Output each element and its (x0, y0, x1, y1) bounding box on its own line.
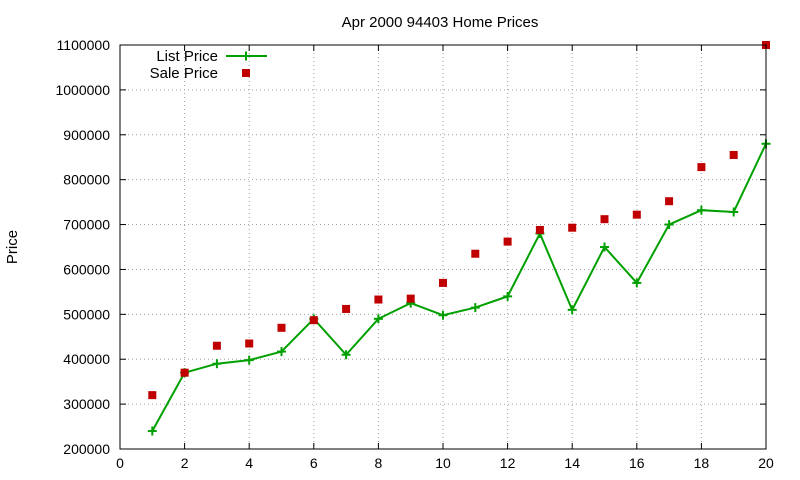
x-tick-label: 20 (758, 455, 774, 471)
x-tick-label: 8 (375, 455, 383, 471)
sale-price-point (180, 368, 189, 377)
axis-ticks: 0 2 4 6 8 10 12 14 16 18 20 200000 300000 400000 50000… (55, 37, 774, 471)
list-price-point (212, 359, 222, 369)
sale-price-point (309, 316, 318, 325)
sale-price-point (568, 223, 577, 232)
sale-price-point (697, 163, 706, 172)
sale-price-point (342, 304, 351, 313)
list-price-point (664, 220, 674, 230)
y-tick-label: 600000 (63, 261, 110, 277)
legend-marker (242, 69, 250, 77)
sale-price-point (212, 341, 221, 350)
x-tick-label: 16 (629, 455, 645, 471)
sale-price-point (374, 295, 383, 304)
sale-price-point (729, 150, 738, 159)
plot-area (147, 41, 771, 436)
x-tick-label: 12 (500, 455, 516, 471)
list-price-point (503, 291, 513, 301)
sale-price-point (406, 294, 415, 303)
x-tick-label: 14 (564, 455, 580, 471)
sale-price-point (632, 210, 641, 219)
x-tick-label: 18 (694, 455, 710, 471)
x-tick-label: 2 (181, 455, 189, 471)
sale-price-point (600, 215, 609, 224)
series-list-price (147, 139, 771, 436)
list-price-point (147, 426, 157, 436)
sale-price-point (471, 249, 480, 258)
list-price-point (632, 278, 642, 288)
sale-price-point (245, 339, 254, 348)
legend-marker (241, 51, 251, 61)
y-tick-label: 1000000 (55, 82, 110, 98)
grid (120, 45, 766, 449)
y-tick-label: 400000 (63, 351, 110, 367)
legend-label: List Price (156, 48, 218, 65)
legend-label: Sale Price (150, 65, 218, 82)
chart-title: Apr 2000 94403 Home Prices (342, 14, 539, 31)
list-price-point (341, 350, 351, 360)
y-tick-label: 700000 (63, 217, 110, 233)
list-price-point (600, 242, 609, 252)
sale-price-point (439, 278, 447, 287)
list-price-line (151, 143, 767, 432)
list-price-point (567, 305, 577, 315)
x-tick-label: 0 (116, 455, 124, 471)
y-tick-label: 300000 (63, 396, 110, 412)
y-axis-label: Price (4, 230, 21, 264)
sale-price-point (503, 237, 512, 246)
list-price-point (277, 347, 286, 357)
list-price-point (696, 205, 706, 215)
y-tick-label: 200000 (63, 441, 110, 457)
y-tick-label: 1100000 (57, 37, 111, 53)
list-price-point (438, 310, 448, 320)
sale-price-point (535, 225, 544, 234)
plot-frame (119, 44, 767, 450)
list-price-point (729, 207, 739, 217)
x-tick-label: 4 (245, 455, 253, 471)
list-price-point (373, 314, 383, 324)
x-tick-label: 10 (435, 455, 451, 471)
series-sale-price (148, 41, 770, 400)
y-tick-label: 900000 (63, 127, 110, 143)
x-tick-label: 6 (310, 455, 318, 471)
sale-price-point (277, 323, 286, 332)
sale-price-point (148, 391, 157, 400)
list-price-point (244, 355, 254, 365)
list-price-point (470, 303, 480, 313)
y-tick-label: 800000 (63, 172, 110, 188)
y-tick-label: 500000 (63, 306, 110, 322)
sale-price-point (665, 197, 674, 206)
